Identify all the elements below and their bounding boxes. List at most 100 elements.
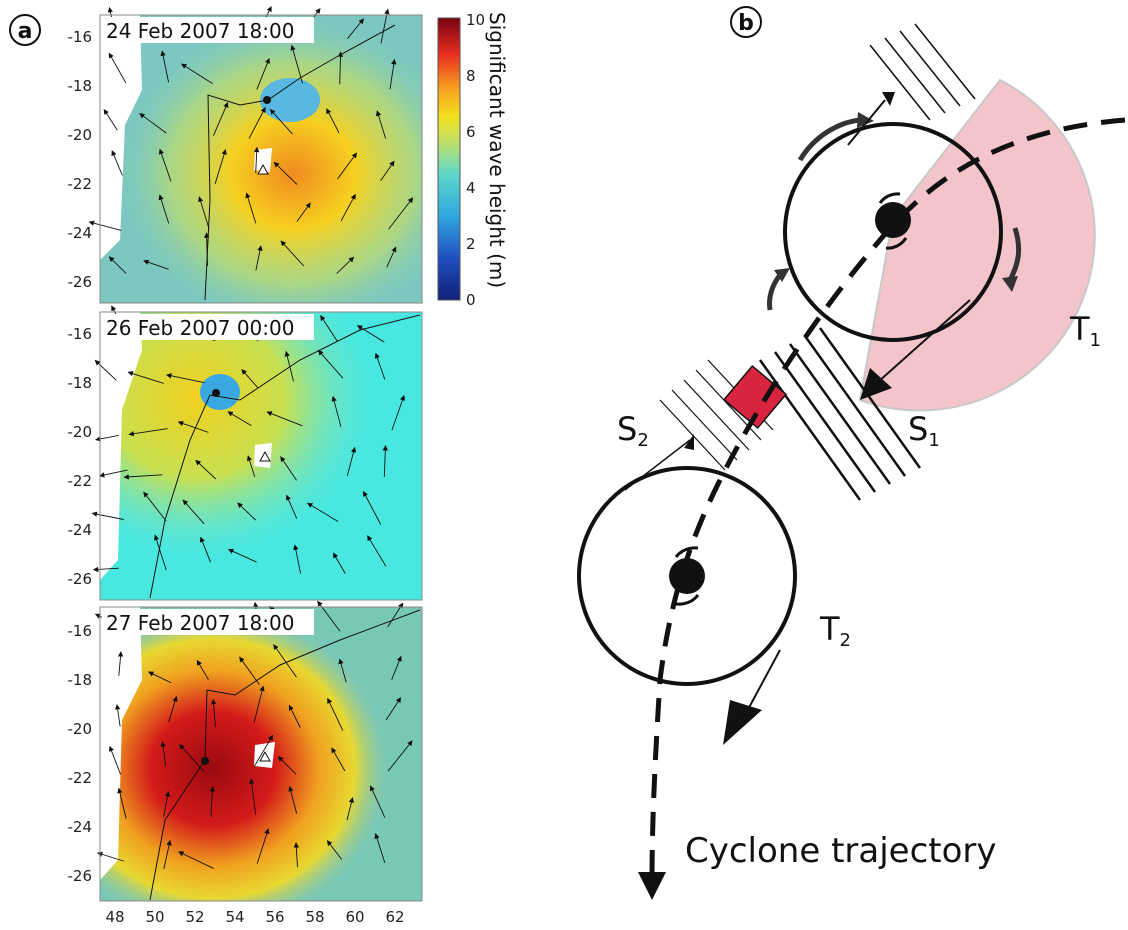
wind-arrow [293,544,302,574]
panel-b-letter: b [738,11,754,36]
cyclone-t2 [577,434,797,745]
wind-arrow [337,152,358,180]
map-1-wind-arrows [88,6,414,274]
lat-tick: -24 [68,521,93,539]
map-1-island [254,148,272,172]
cyclone-t1-circle [783,122,1003,342]
map-1-lat-axis: -16 -18 -20 -22 -24 -26 [68,28,93,291]
lon-tick: 48 [105,908,124,926]
cyclone-t1-eye [875,202,911,238]
panel-a-letter: a [18,19,33,44]
panel-a: a 24 Feb 2007 18:00 [9,6,509,926]
colorbar-tick: 0 [466,291,476,309]
lon-axis: 48 50 52 54 56 58 60 62 [105,908,404,926]
colorbar-title: Significant wave height (m) [485,12,509,288]
wind-arrow [256,828,270,864]
wind-arrow [293,842,300,868]
cyclone-t1 [767,92,1022,400]
lon-tick: 60 [345,908,364,926]
wind-arrow [92,566,119,573]
wind-arrow [117,787,127,819]
map-1-date-box [102,17,314,43]
wind-arrow [196,659,209,681]
map-3: 27 Feb 2007 18:00 [94,600,423,902]
wind-arrow [273,644,297,678]
wind-arrow [210,698,217,728]
wind-arrow [127,371,164,384]
wind-arrow [139,113,167,134]
panel-b: b [577,6,1126,900]
wind-arrow [195,459,217,480]
wind-vector [847,99,886,146]
map-1-station-marker [257,163,269,175]
wind-arrow [277,756,297,775]
wind-arrow [128,428,168,437]
cyclone-t1-swirl [878,192,901,204]
wind-arrow [386,246,397,268]
wind-arrow [203,232,210,266]
lon-tick: 56 [265,908,284,926]
wind-arrow [160,50,170,83]
lat-tick: -18 [68,374,93,392]
wind-arrow [209,786,216,817]
wind-arrow [356,325,385,343]
map-3-lat-axis: -16 -18 -20 -22 -24 -26 [68,622,93,885]
lat-tick: -16 [68,325,93,343]
wind-arrow [380,160,395,182]
wind-arrow [336,256,355,274]
wind-arrow [99,469,128,478]
wind-arrow [318,349,344,379]
s2-label: S2 [617,410,649,451]
wind-arrow [123,474,163,480]
wind-arrow [182,499,205,525]
lat-tick: -16 [68,622,93,640]
lat-tick: -18 [68,77,93,95]
wind-arrow [227,411,252,427]
colorbar: 10 8 6 4 2 0 Significant wave height (m) [437,11,509,309]
s1-label: S1 [908,410,940,451]
wind-arrow [290,44,303,84]
wind-arrow [249,778,257,815]
wind-arrow [391,655,402,680]
wind-arrow [143,491,167,522]
cyclone-t1-swirl [885,237,908,250]
dangerous-quadrant-sector [858,78,1096,412]
wind-arrow [198,196,210,229]
wind-arrow [320,315,339,343]
map-3-date: 27 Feb 2007 18:00 [106,611,294,635]
wind-arrow [326,840,343,860]
cyclone-t2-swirl [675,594,700,606]
wind-arrow [389,58,397,90]
lat-tick: -20 [68,720,93,738]
lat-tick: -18 [68,671,93,689]
lat-tick: -16 [68,28,93,46]
lat-tick: -24 [68,818,93,836]
wind-arrow [199,536,211,563]
wind-arrow [362,490,382,525]
wind-arrowhead [684,434,694,450]
trajectory-arrowhead [638,872,666,900]
map-3-landmass [100,607,142,880]
lon-tick: 52 [185,908,204,926]
wind-arrow [163,791,171,817]
wind-arrow [111,150,123,176]
rotation-arrow [797,117,861,162]
wind-arrow [346,797,355,821]
wind-arrow [227,548,257,563]
wind-arrow [143,259,169,270]
wind-vector [877,299,971,383]
swell-lines-top [869,23,976,121]
wind-arrow [347,18,364,39]
wind-arrow [179,744,205,773]
wind-arrow [158,148,172,182]
rotation-arrow [1007,227,1022,282]
t1-label: T1 [1069,310,1101,351]
cyclone-t2-eye [669,558,705,594]
map-2-eye-low [200,374,240,410]
wind-arrow [158,194,170,224]
wind-arrowhead [882,92,895,106]
lat-tick: -24 [68,224,93,242]
wind-arrow [213,102,229,136]
wind-arrow [168,695,178,723]
